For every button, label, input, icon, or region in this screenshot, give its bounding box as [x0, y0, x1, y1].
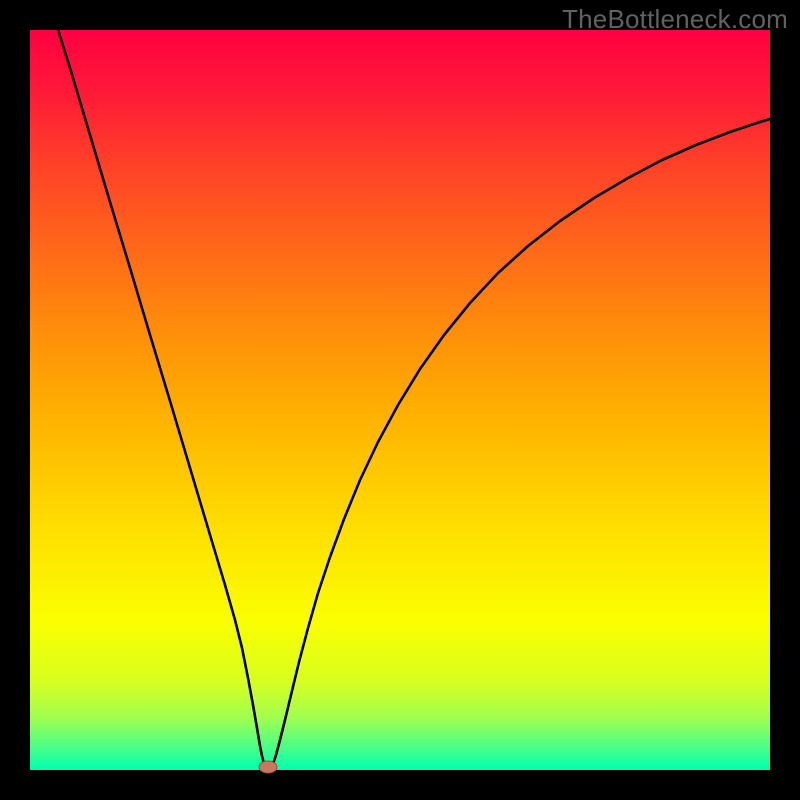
bottleneck-chart: [0, 0, 800, 800]
chart-container: TheBottleneck.com: [0, 0, 800, 800]
optimal-point-marker: [259, 761, 277, 773]
watermark-text: TheBottleneck.com: [562, 4, 788, 35]
